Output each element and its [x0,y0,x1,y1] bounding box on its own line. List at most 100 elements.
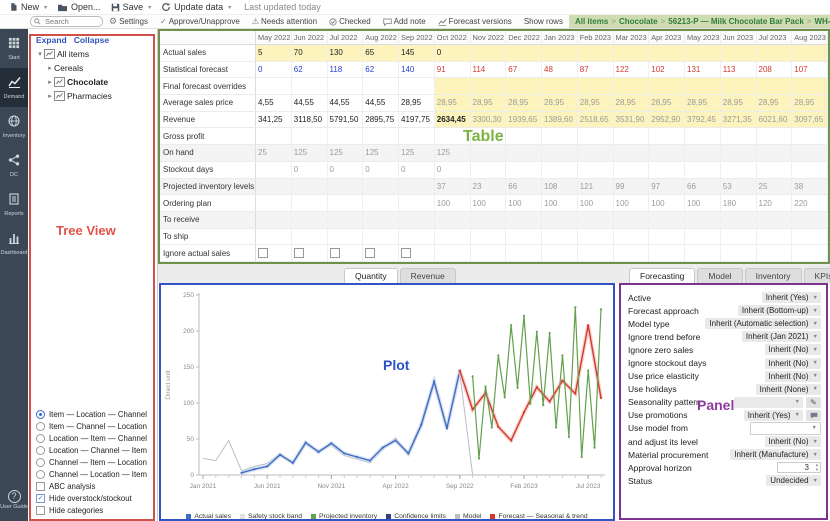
table-cell[interactable]: 70 [291,45,328,61]
table-cell[interactable] [470,45,507,61]
ignore-sales-checkbox[interactable] [258,248,268,259]
collapse-link[interactable]: Collapse [73,35,110,45]
panel-select[interactable]: Inherit (Jan 2021) ▼ [741,331,821,343]
tab-inventory[interactable]: Inventory [744,268,802,283]
table-cell[interactable] [685,45,721,61]
tab-quantity[interactable]: Quantity [344,268,398,283]
table-cell[interactable] [720,78,757,95]
ignore-sales-checkbox[interactable] [329,248,340,259]
table-cell[interactable]: 145 [399,45,435,61]
chevron-right-icon[interactable]: ▸ [48,65,52,72]
checked-button[interactable]: Checked [323,16,377,28]
panel-select[interactable]: Inherit (No) ▼ [764,436,821,448]
radio-button[interactable] [36,433,45,443]
table-cell[interactable] [649,45,685,61]
table-cell[interactable] [328,245,364,261]
show-rows-button[interactable]: Show rows [518,16,569,28]
forecast-versions-button[interactable]: Forecast versions [432,16,518,28]
panel-select[interactable]: ▼ [750,421,821,435]
tree-item-all-items[interactable]: ▾ All items [28,47,157,61]
panel-select[interactable]: Inherit (Yes) ▼ [743,409,803,421]
expand-link[interactable]: Expand [36,35,67,45]
panel-select[interactable]: Inherit (Manufacture) ▼ [730,449,821,461]
tree-checkbox-option[interactable]: ABC analysis [36,480,153,492]
table-cell[interactable] [577,45,614,61]
ignore-sales-checkbox[interactable] [401,248,411,259]
update-data-button[interactable]: Update data ▾ [156,1,236,14]
table-cell[interactable] [649,78,685,95]
panel-select[interactable]: Inherit (No) ▼ [764,344,821,356]
tree-structure-option[interactable]: Channel — Item — Location [36,456,153,468]
table-cell[interactable]: 0 [434,45,471,61]
table-cell[interactable] [756,78,793,95]
sidebar-item-inventory[interactable]: Inventory [0,107,28,146]
tree-item-chocolate[interactable]: ▸ Chocolate [28,75,157,89]
table-cell[interactable] [792,78,828,95]
tree-structure-option[interactable]: Channel — Location — Item [36,468,153,480]
tree-item-pharmacies[interactable]: ▸ Pharmacies [28,89,157,103]
table-cell[interactable] [434,78,471,95]
panel-select[interactable]: Inherit (Yes) ▼ [761,292,821,304]
tree-structure-option[interactable]: Item — Channel — Location [36,420,153,432]
table-cell[interactable] [542,45,578,61]
save-button[interactable]: Save ▾ [106,1,157,14]
tab-kpis[interactable]: KPIs [803,268,830,283]
radio-button[interactable] [36,469,45,479]
table-cell[interactable] [256,245,292,261]
spinner-arrows[interactable]: ▲ ▼ [815,462,819,472]
panel-select[interactable]: Inherit (No) ▼ [764,370,821,382]
panel-select[interactable]: Inherit (Automatic selection) ▼ [705,318,821,330]
comment-button[interactable] [806,409,821,421]
table-cell[interactable] [685,78,721,95]
tree-checkbox-option[interactable]: ✓ Hide overstock/stockout [36,492,153,504]
table-cell[interactable]: 65 [363,45,399,61]
panel-select[interactable]: Inherit (Bottom-up) ▼ [737,305,821,317]
table-cell[interactable] [506,78,542,95]
panel-select[interactable]: Undecided ▼ [766,475,821,487]
sidebar-item-dc[interactable]: DC [0,146,28,185]
breadcrumb-item[interactable]: WH-003 — WH New York [814,17,830,26]
tab-forecasting[interactable]: Forecasting [629,268,696,283]
tab-model[interactable]: Model [697,268,743,283]
tree-checkbox-option[interactable]: Hide categories [36,504,153,516]
chevron-right-icon[interactable]: ▸ [48,79,52,86]
table-cell[interactable] [399,245,435,261]
open--button[interactable]: Open... [52,1,106,14]
checkbox[interactable] [36,481,45,491]
sidebar-item-reports[interactable]: Reports [0,185,28,224]
tab-revenue[interactable]: Revenue [399,268,456,283]
tree-structure-option[interactable]: Location — Item — Channel [36,432,153,444]
table-cell[interactable]: 130 [327,45,364,61]
panel-select[interactable]: Inherit (No) ▼ [764,357,821,369]
table-cell[interactable] [756,45,793,61]
tree-item-cereals[interactable]: ▸ Cereals [28,61,157,75]
new-button[interactable]: New ▾ [4,1,52,14]
add-note-button[interactable]: Add note [377,16,432,28]
panel-select[interactable]: Inherit (None) ▼ [755,383,821,395]
radio-button[interactable] [36,421,45,431]
sidebar-item-start[interactable]: Start [0,29,28,68]
approve-unapprove-button[interactable]: ✓ Approve/Unapprove [154,16,246,28]
panel-select[interactable]: ▼ [734,396,803,408]
chevron-right-icon[interactable]: ▸ [48,93,52,100]
table-cell[interactable] [470,78,507,95]
breadcrumb-item[interactable]: All items [574,17,609,26]
checkbox[interactable]: ✓ [36,493,45,503]
tree-structure-option[interactable]: Item — Location — Channel [36,408,153,420]
radio-button[interactable] [36,409,45,419]
settings-button[interactable]: ⚙ Settings [103,16,154,28]
breadcrumb-item[interactable]: Chocolate [618,17,658,26]
breadcrumb-item[interactable]: 56213-P — Milk Chocolate Bar Pack [668,17,804,26]
table-cell[interactable] [720,45,757,61]
sidebar-item-demand[interactable]: Demand [0,68,28,107]
chevron-down-icon[interactable]: ▾ [38,51,42,58]
tree-structure-option[interactable]: Location — Channel — Item [36,444,153,456]
search-input[interactable] [43,16,99,27]
search-box[interactable] [30,16,103,27]
table-cell[interactable] [363,245,399,261]
table-cell[interactable] [506,45,542,61]
radio-button[interactable] [36,457,45,467]
table-cell[interactable] [292,245,328,261]
table-cell[interactable] [792,45,828,61]
approval-horizon-spinner[interactable]: 3 ▲ ▼ [777,462,821,474]
